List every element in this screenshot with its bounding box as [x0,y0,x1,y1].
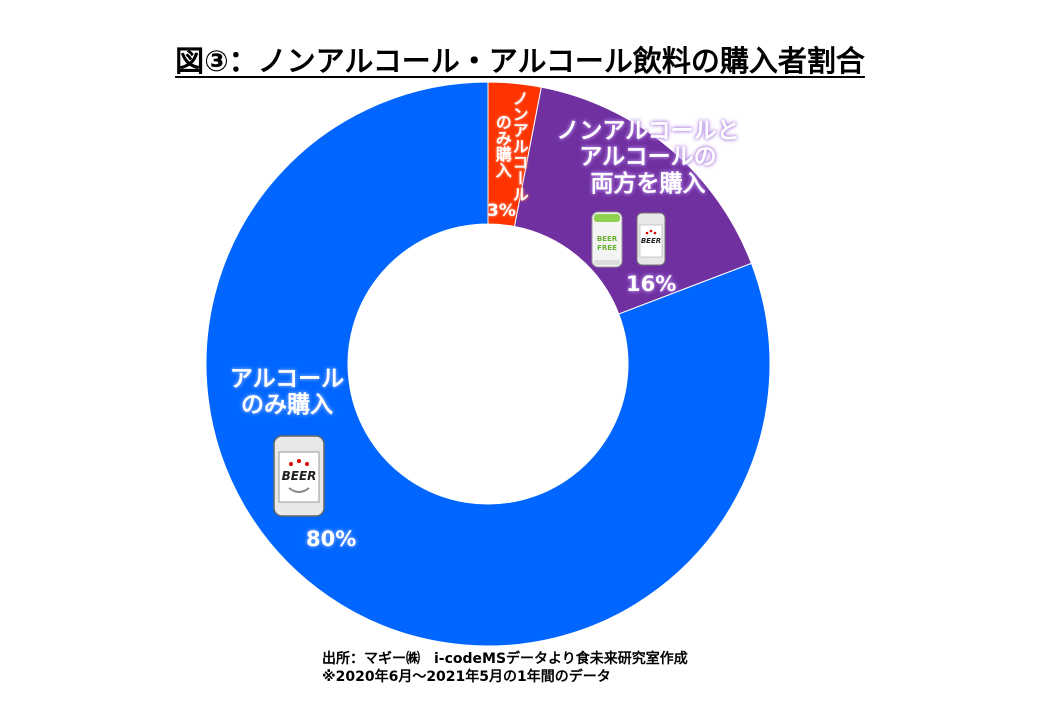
donut-slice-2 [205,81,771,647]
slice-value-both: 16% [626,272,677,296]
svg-text:BEER: BEER [597,235,618,243]
source-note: 出所：マギー㈱ i-codeMSデータより食未来研究室作成 ※2020年6月～2… [322,651,688,685]
beer-can-icon: BEER [636,212,666,266]
slice-label-nonalcohol-only: ノンアルコール のみ購入 [492,90,529,202]
svg-text:FREE: FREE [597,244,617,252]
chart-title: 図③：ノンアルコール・アルコール飲料の購入者割合 [175,44,865,78]
beer-free-can-icon: BEER FREE [591,211,623,268]
svg-text:BEER: BEER [641,237,661,245]
svg-text:BEER: BEER [282,469,317,483]
donut-slice-1 [513,86,753,315]
slice-label-alcohol-only: アルコール のみ購入 [229,366,345,419]
slice-value-alcohol-only: 80% [306,527,357,551]
beer-can-icon: BEER [273,435,325,517]
slice-value-nonalcohol-only: 3% [487,201,516,221]
slice-label-both: ノンアルコールと アルコールの 両方を購入 [556,118,740,197]
